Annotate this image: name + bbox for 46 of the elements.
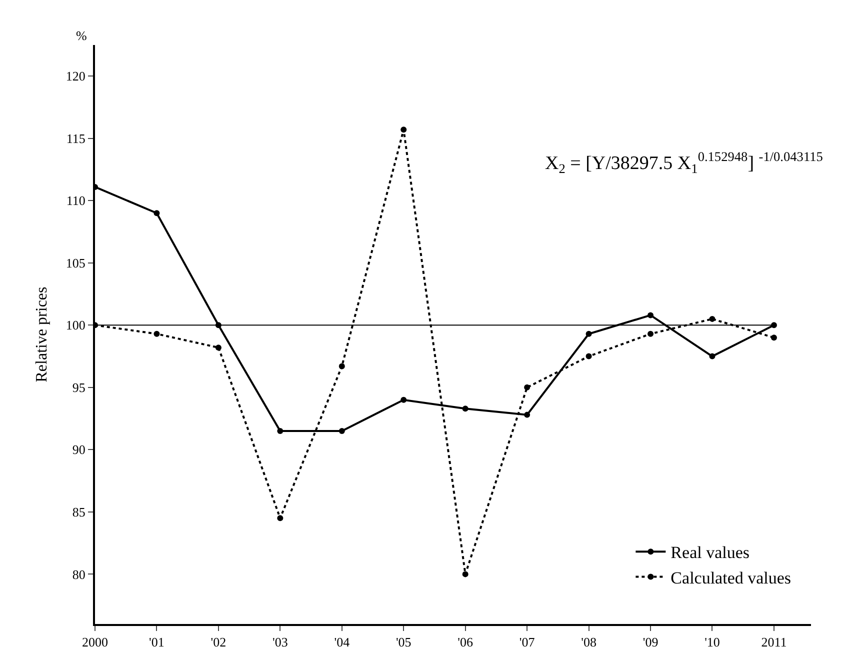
point <box>400 396 407 403</box>
point <box>770 334 777 341</box>
x-tick-label: '09 <box>642 634 658 650</box>
point <box>277 515 284 522</box>
point <box>524 412 530 418</box>
y-tick-label: 105 <box>66 255 86 270</box>
point <box>709 353 716 360</box>
point <box>709 316 716 322</box>
y-tick-label: 115 <box>66 130 86 146</box>
y-tick-label: 100 <box>66 318 86 333</box>
point <box>338 428 345 434</box>
text: % <box>76 28 87 43</box>
annotation: X$_{2}$ = [Y/38297.5 X$_{1}$$^{0.152948}$] $^{-1/0.043115}$ <box>545 149 824 176</box>
y-axis-title: Relative prices <box>33 286 50 382</box>
point <box>462 406 468 412</box>
point <box>648 330 654 337</box>
x-tick-label: '08 <box>581 634 596 650</box>
point <box>586 330 592 337</box>
point <box>648 312 654 318</box>
x-tick-label: '07 <box>519 634 536 650</box>
point <box>462 571 468 578</box>
legend-label: Real values <box>670 543 750 562</box>
y-tick-label: 95 <box>72 380 86 395</box>
y-tick-label: 110 <box>66 193 86 208</box>
point <box>586 353 592 360</box>
y-tick-label: 120 <box>66 68 86 84</box>
x-tick-label: '03 <box>272 634 288 650</box>
x-tick-label: '06 <box>458 634 474 650</box>
point <box>338 363 345 370</box>
x-tick-label: 2000 <box>82 634 108 650</box>
y-tick-label: 80 <box>72 566 86 582</box>
legend-label: Calculated values <box>670 568 792 588</box>
x-tick-label: '01 <box>149 634 164 650</box>
y-tick-label: 85 <box>72 504 86 520</box>
point <box>277 428 284 434</box>
x-tick-label: '10 <box>704 634 720 650</box>
x-tick-label: '05 <box>396 634 412 650</box>
point <box>154 330 160 337</box>
x-tick-label: '04 <box>334 634 350 650</box>
y-tick-label: 90 <box>72 442 86 458</box>
point <box>154 210 160 216</box>
x-tick-label: '02 <box>210 634 226 650</box>
point <box>524 384 530 390</box>
x-tick-label: 2011 <box>761 634 787 650</box>
point <box>215 344 222 351</box>
point <box>400 126 407 133</box>
